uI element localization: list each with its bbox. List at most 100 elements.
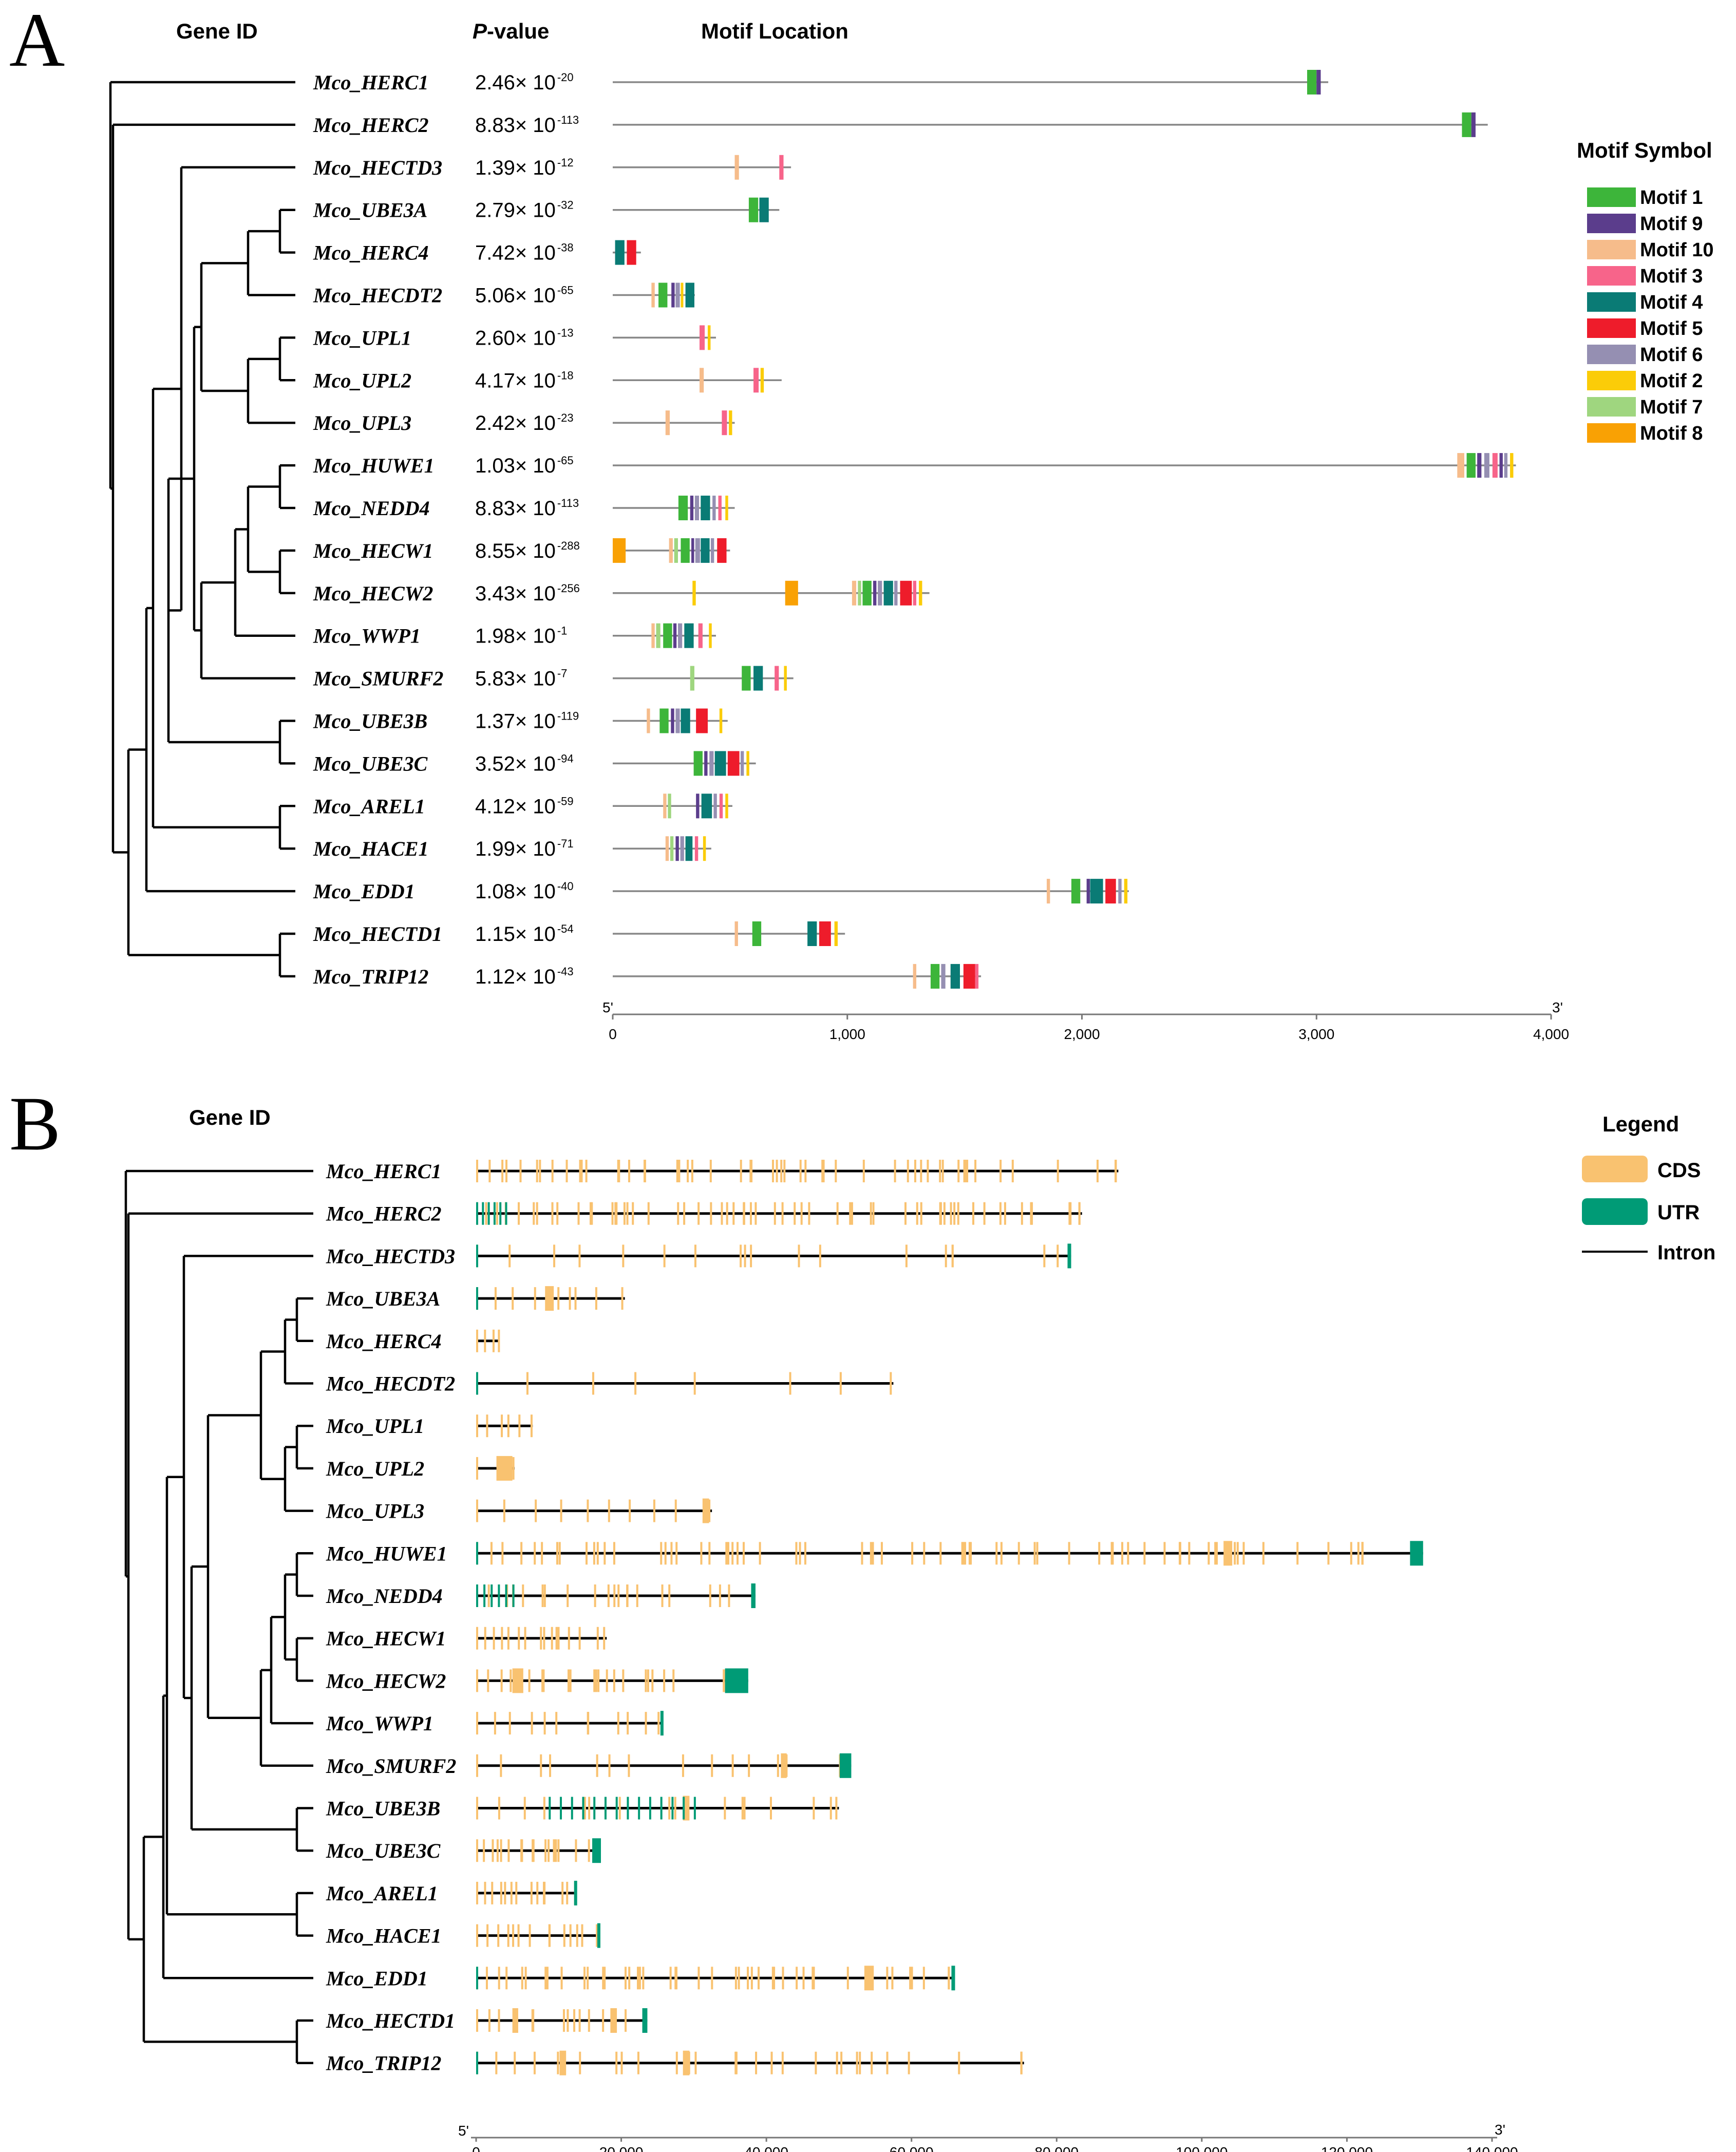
motif-motif-6: [675, 708, 680, 733]
cds-exon: [951, 1244, 954, 1268]
cds-exon: [581, 1924, 583, 1947]
cds-exon: [626, 1202, 629, 1225]
cds-exon: [494, 1287, 497, 1310]
cds-exon: [804, 1160, 807, 1182]
cds-exon: [872, 1202, 875, 1225]
cds-exon: [623, 1202, 626, 1225]
cds-exon: [544, 1967, 547, 1990]
cds-exon: [548, 1839, 550, 1862]
gene-label: Mco_HACE1: [326, 1924, 441, 1948]
axis-tick-label: 40,000: [744, 2144, 788, 2152]
motif-motif-2: [919, 580, 922, 606]
cds-exon: [620, 2051, 623, 2074]
cds-exon: [583, 1797, 586, 1820]
cds-exon: [500, 1754, 502, 1777]
cds-exon: [1004, 1202, 1006, 1225]
cds-exon: [668, 1584, 671, 1607]
pvalue-rest-label: -value: [487, 19, 549, 43]
motif-row-mco-ube3a: Mco_UBE3A 2.79× 10 -32: [313, 197, 780, 222]
cds-exon: [777, 1754, 779, 1777]
cds-exon: [859, 2051, 861, 2074]
motif-motif-1: [1462, 112, 1471, 137]
cds-exon: [1011, 1160, 1014, 1182]
panel-b-legend: CDS UTR Intron: [1582, 1156, 1715, 1264]
cds-exon: [939, 1202, 941, 1225]
cds-exon: [507, 1839, 510, 1862]
utr-segment: [951, 1966, 955, 1991]
p-value-mantissa: 8.83× 10: [475, 497, 556, 520]
p-value-mantissa: 4.12× 10: [475, 795, 556, 818]
gene-label: Mco_UBE3A: [313, 199, 427, 222]
cds-exon: [708, 1542, 711, 1565]
cds-exon: [1127, 1542, 1129, 1565]
gene-structure-row-mco-edd1: Mco_EDD1: [326, 1966, 955, 1991]
legend-swatch-motif-2: [1587, 371, 1636, 390]
cds-exon: [950, 1202, 952, 1225]
p-value: 8.55× 10 -288: [475, 539, 580, 562]
cds-exon: [476, 1797, 478, 1820]
cds-exon: [813, 1967, 815, 1990]
motif-row-mco-trip12: Mco_TRIP12 1.12× 10 -43: [313, 964, 982, 989]
cds-exon: [1033, 1542, 1036, 1565]
motif-row-mco-upl1: Mco_UPL1 2.60× 10 -13: [313, 325, 716, 350]
cds-exon: [711, 1967, 713, 1990]
cds-exon: [510, 1881, 513, 1904]
p-value-exponent: -94: [557, 752, 574, 765]
p-value-mantissa: 1.03× 10: [475, 455, 556, 477]
cds-exon: [856, 2051, 858, 2074]
p-value-exponent: -1: [557, 625, 568, 637]
gene-label: Mco_HECDT2: [326, 1372, 455, 1395]
cds-exon: [498, 1329, 500, 1352]
p-value-exponent: -113: [557, 497, 579, 509]
motif-motif-10: [663, 794, 667, 819]
cds-exon: [708, 1499, 711, 1522]
axis-tick-label: 4,000: [1533, 1026, 1569, 1042]
cds-exon: [501, 1627, 503, 1650]
motif-motif-4: [701, 496, 710, 520]
panel-b-phylogenetic-tree: [124, 1169, 313, 2064]
cds-exon: [617, 1712, 619, 1735]
gene-label: Mco_SMURF2: [326, 1754, 456, 1778]
cds-exon: [521, 1967, 523, 1990]
gene-structure-row-mco-hectd1: Mco_HECTD1: [326, 2008, 648, 2033]
motif-motif-7: [668, 794, 671, 819]
cds-exon: [1179, 1542, 1181, 1565]
motif-motif-10: [734, 155, 739, 180]
cds-exon: [555, 1839, 557, 1862]
cds-exon: [569, 1287, 571, 1310]
motif-motif-5: [819, 921, 831, 946]
cds-exon: [644, 1160, 646, 1182]
legend-swatch-motif-3: [1587, 266, 1636, 286]
cds-exon: [904, 1202, 907, 1225]
motif-motif-6: [941, 964, 946, 989]
motif-motif-2: [1124, 879, 1128, 904]
motif-motif-6: [740, 751, 744, 776]
cds-exon: [592, 1372, 595, 1395]
cds-exon: [520, 1542, 523, 1565]
gene-label: Mco_HERC4: [313, 241, 428, 265]
motif-motif-10: [669, 538, 673, 563]
motif-motif-2: [729, 410, 732, 436]
cds-exon: [493, 1627, 495, 1650]
cds-exon: [840, 2051, 843, 2074]
cds-exon: [894, 1160, 896, 1182]
motif-motif-7: [690, 666, 694, 691]
motif-motif-1: [742, 666, 751, 691]
cds-exon: [726, 1202, 728, 1225]
p-value-mantissa: 5.83× 10: [475, 668, 556, 690]
motif-motif-6: [1504, 453, 1508, 478]
p-value-exponent: -23: [557, 411, 574, 424]
cds-exon: [1017, 1542, 1020, 1565]
cds-exon: [783, 1160, 786, 1182]
gene-label: Mco_HERC2: [313, 114, 428, 137]
motif-motif-9: [1477, 453, 1482, 478]
cds-exon: [476, 1414, 478, 1438]
motif-motif-2: [1510, 453, 1514, 478]
cds-exon: [523, 1797, 526, 1820]
cds-exon: [587, 1499, 589, 1522]
utr-segment: [615, 1797, 618, 1820]
cds-exon: [645, 1669, 647, 1692]
cds-exon: [782, 1967, 784, 1990]
cds-exon: [524, 1967, 527, 1990]
